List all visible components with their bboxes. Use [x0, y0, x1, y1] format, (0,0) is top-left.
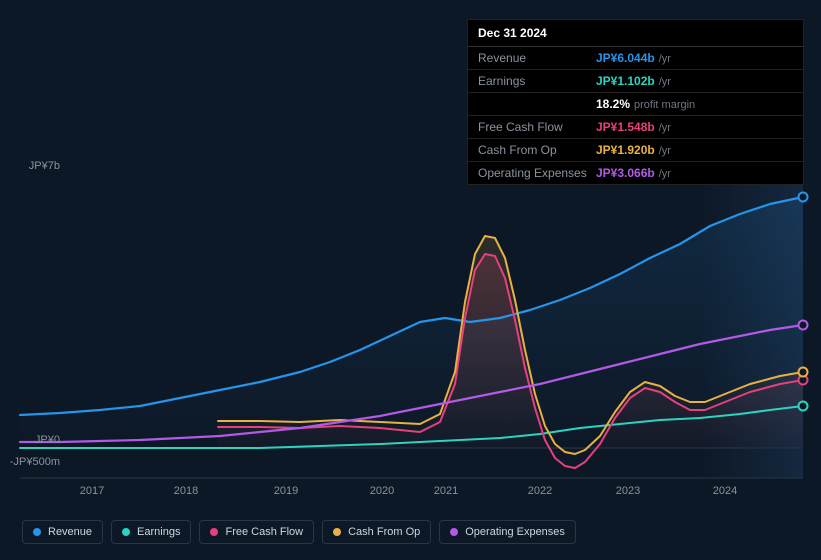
legend-item-free-cash-flow[interactable]: Free Cash Flow	[199, 520, 314, 544]
tooltip-value: JP¥1.102b	[596, 74, 655, 88]
legend-dot	[450, 528, 458, 536]
tooltip-label: Cash From Op	[478, 143, 596, 157]
tooltip-row: Free Cash FlowJP¥1.548b/yr	[468, 116, 803, 139]
legend-dot	[122, 528, 130, 536]
y-axis-tick: JP¥7b	[0, 160, 60, 172]
x-axis-tick: 2022	[528, 485, 552, 497]
legend-label: Cash From Op	[348, 526, 420, 538]
legend-item-cash-from-op[interactable]: Cash From Op	[322, 520, 431, 544]
tooltip-row: RevenueJP¥6.044b/yr	[468, 47, 803, 70]
x-axis-tick: 2020	[370, 485, 394, 497]
x-axis-tick: 2021	[434, 485, 458, 497]
x-axis-tick: 2019	[274, 485, 298, 497]
tooltip-header: Dec 31 2024	[468, 20, 803, 47]
legend-item-operating-expenses[interactable]: Operating Expenses	[439, 520, 576, 544]
x-axis-tick: 2024	[713, 485, 737, 497]
tooltip-row: Operating ExpensesJP¥3.066b/yr	[468, 162, 803, 184]
legend-dot	[33, 528, 41, 536]
tooltip-value: JP¥3.066b	[596, 166, 655, 180]
tooltip-label: Earnings	[478, 74, 596, 88]
tooltip-suffix: /yr	[659, 145, 671, 157]
y-axis-tick: -JP¥500m	[0, 456, 60, 468]
x-axis-tick: 2018	[174, 485, 198, 497]
legend-label: Operating Expenses	[465, 526, 565, 538]
legend-item-earnings[interactable]: Earnings	[111, 520, 191, 544]
tooltip-label: Free Cash Flow	[478, 120, 596, 134]
legend-label: Revenue	[48, 526, 92, 538]
y-axis-tick: JP¥0	[0, 434, 60, 446]
tooltip-row: 18.2% profit margin	[468, 93, 803, 116]
tooltip-row: Cash From OpJP¥1.920b/yr	[468, 139, 803, 162]
tooltip-row: EarningsJP¥1.102b/yr	[468, 70, 803, 93]
tooltip-value: JP¥1.920b	[596, 143, 655, 157]
tooltip-suffix: /yr	[659, 76, 671, 88]
tooltip-value: 18.2%	[596, 97, 630, 111]
tooltip-suffix: /yr	[659, 168, 671, 180]
legend-label: Earnings	[137, 526, 180, 538]
tooltip-suffix: /yr	[659, 122, 671, 134]
tooltip-label: Operating Expenses	[478, 166, 596, 180]
legend-dot	[333, 528, 341, 536]
legend-label: Free Cash Flow	[225, 526, 303, 538]
x-axis-tick: 2023	[616, 485, 640, 497]
tooltip-suffix: profit margin	[634, 99, 695, 111]
x-axis-tick: 2017	[80, 485, 104, 497]
tooltip-suffix: /yr	[659, 53, 671, 65]
tooltip-label: Revenue	[478, 51, 596, 65]
tooltip-panel: Dec 31 2024 RevenueJP¥6.044b/yrEarningsJ…	[467, 19, 804, 185]
legend-item-revenue[interactable]: Revenue	[22, 520, 103, 544]
tooltip-value: JP¥1.548b	[596, 120, 655, 134]
legend-dot	[210, 528, 218, 536]
tooltip-value: JP¥6.044b	[596, 51, 655, 65]
legend: Revenue Earnings Free Cash Flow Cash From O…	[22, 520, 576, 544]
